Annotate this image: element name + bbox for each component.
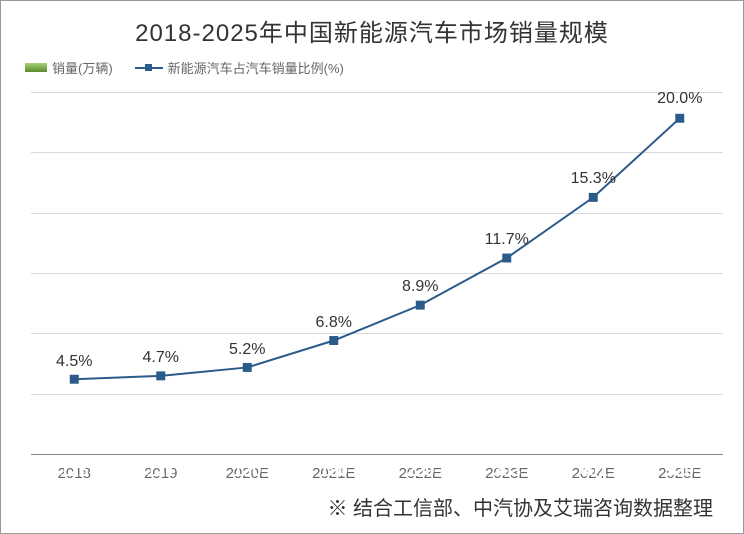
pct-label: 15.3% <box>571 170 616 188</box>
legend-line-swatch <box>135 67 163 69</box>
chart-title: 2018-2025年中国新能源汽车市场销量规模 <box>1 1 743 48</box>
pct-label: 20.0% <box>657 90 702 108</box>
pct-label: 6.8% <box>316 314 352 332</box>
bar-value-label: 229 <box>392 461 448 481</box>
legend: 销量(万辆) 新能源汽车占汽车销量比例(%) <box>1 58 743 77</box>
line-series <box>31 93 723 455</box>
legend-item-bars: 销量(万辆) <box>25 58 113 77</box>
pct-label: 5.2% <box>229 341 265 359</box>
legend-line-label: 新能源汽车占汽车销量比例(%) <box>168 58 344 77</box>
footer-note: ※ 结合工信部、中汽协及艾瑞咨询数据整理 <box>327 492 713 521</box>
pct-label: 4.7% <box>143 349 179 367</box>
bar-value-label: 180 <box>306 461 362 481</box>
bar-value-label: 401 <box>565 461 621 481</box>
bar-value-label: 126 <box>46 461 102 481</box>
bar-value-label: 121 <box>133 461 189 481</box>
bar-value-label: 130 <box>219 461 275 481</box>
chart-container: 2018-2025年中国新能源汽车市场销量规模 销量(万辆) 新能源汽车占汽车销… <box>0 0 744 534</box>
bar-value-label: 303 <box>479 461 535 481</box>
plot-area: 12620184.5%12120194.7%1302020E5.2%180202… <box>31 93 723 455</box>
legend-bar-swatch <box>25 63 47 72</box>
pct-label: 4.5% <box>56 353 92 371</box>
legend-item-line: 新能源汽车占汽车销量比例(%) <box>135 58 344 77</box>
bar-value-label: 530 <box>652 461 708 481</box>
pct-label: 11.7% <box>485 231 529 249</box>
legend-bar-label: 销量(万辆) <box>52 58 113 77</box>
pct-label: 8.9% <box>402 278 438 296</box>
